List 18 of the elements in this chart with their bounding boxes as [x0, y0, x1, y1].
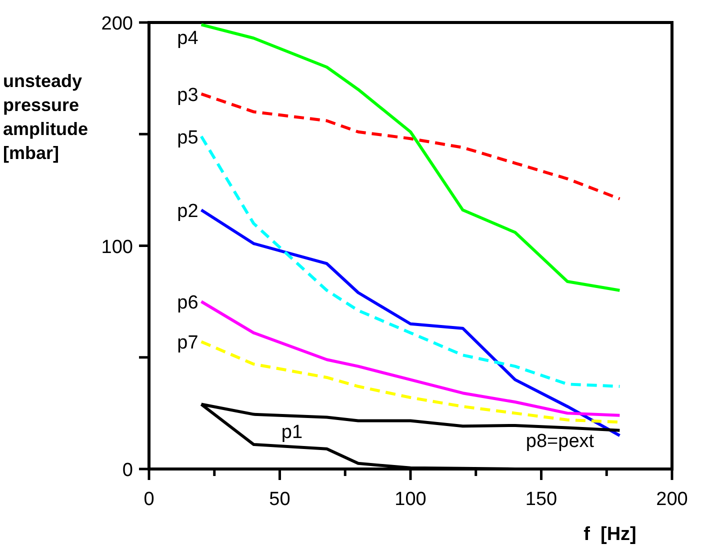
series-label: p7: [177, 332, 198, 354]
series-label: p4: [177, 28, 199, 49]
x-axis-title: f [Hz]: [584, 524, 636, 545]
y-tick-label: 100: [101, 236, 133, 258]
series-label: p3: [177, 84, 198, 106]
x-tick-label: 100: [394, 489, 426, 510]
annotation: p8=pext: [526, 431, 595, 452]
x-tick-label: 200: [656, 489, 688, 510]
series-label: p5: [177, 127, 198, 148]
x-tick-label: 150: [525, 489, 558, 510]
annotation: p1: [281, 422, 303, 443]
y-tick-label: 0: [122, 460, 133, 481]
series-label: p2: [177, 201, 198, 222]
x-tick-label: 0: [144, 489, 154, 510]
y-axis-title: unsteady pressure amplitude [mbar]: [3, 71, 88, 163]
y-tick-label: 200: [101, 14, 133, 34]
x-tick-label: 50: [269, 489, 290, 510]
series-label: p6: [177, 292, 198, 314]
